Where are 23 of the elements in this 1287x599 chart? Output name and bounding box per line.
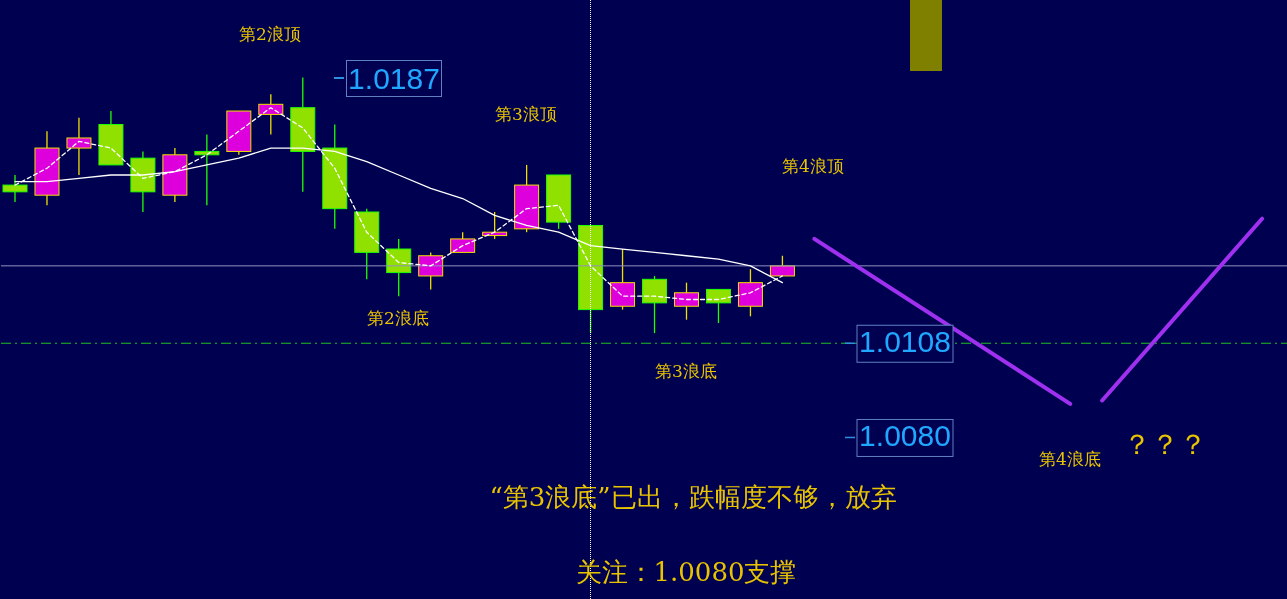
annotation: 1.0187 — [346, 60, 442, 97]
annotation: 第2浪顶 — [239, 22, 301, 46]
annotation: 第3浪底 — [655, 359, 717, 383]
candlestick — [386, 238, 412, 297]
candlestick — [418, 251, 444, 291]
candlestick — [258, 93, 284, 136]
annotation: 第3浪顶 — [495, 102, 557, 126]
candlestick — [642, 275, 668, 334]
annotation: “第3浪底”已出，跌幅度不够，放弃 — [489, 480, 897, 514]
candlestick — [737, 268, 763, 317]
candlestick — [194, 133, 220, 206]
y-tick-label: 1.0108 — [859, 325, 951, 359]
annotation: 关注：1.0080支撑 — [575, 555, 797, 589]
y-tick-label: 1.0080 — [859, 419, 951, 453]
annotation: 第4浪顶 — [782, 154, 844, 178]
candlestick — [2, 174, 28, 203]
candlestick — [705, 288, 731, 324]
annotation: ？？？ — [1123, 427, 1207, 463]
candlestick — [66, 117, 92, 176]
candlestick — [674, 282, 699, 321]
annotation: 第4浪底 — [1039, 447, 1101, 471]
candlestick — [610, 248, 636, 311]
annotation: 第2浪底 — [367, 306, 429, 330]
